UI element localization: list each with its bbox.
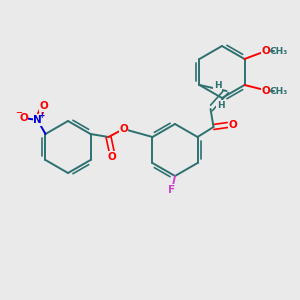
Text: H: H	[217, 100, 224, 109]
Text: N: N	[33, 115, 42, 125]
Text: O: O	[19, 113, 28, 123]
Text: F: F	[168, 185, 175, 195]
Text: O: O	[261, 46, 270, 56]
Text: +: +	[38, 112, 45, 121]
Text: O: O	[228, 120, 237, 130]
Text: CH₃: CH₃	[269, 46, 288, 56]
Text: O: O	[261, 86, 270, 96]
Text: H: H	[214, 82, 221, 91]
Text: −: −	[15, 109, 22, 118]
Text: O: O	[39, 101, 48, 111]
Text: CH₃: CH₃	[269, 86, 288, 95]
Text: O: O	[107, 152, 116, 162]
Text: O: O	[119, 124, 128, 134]
